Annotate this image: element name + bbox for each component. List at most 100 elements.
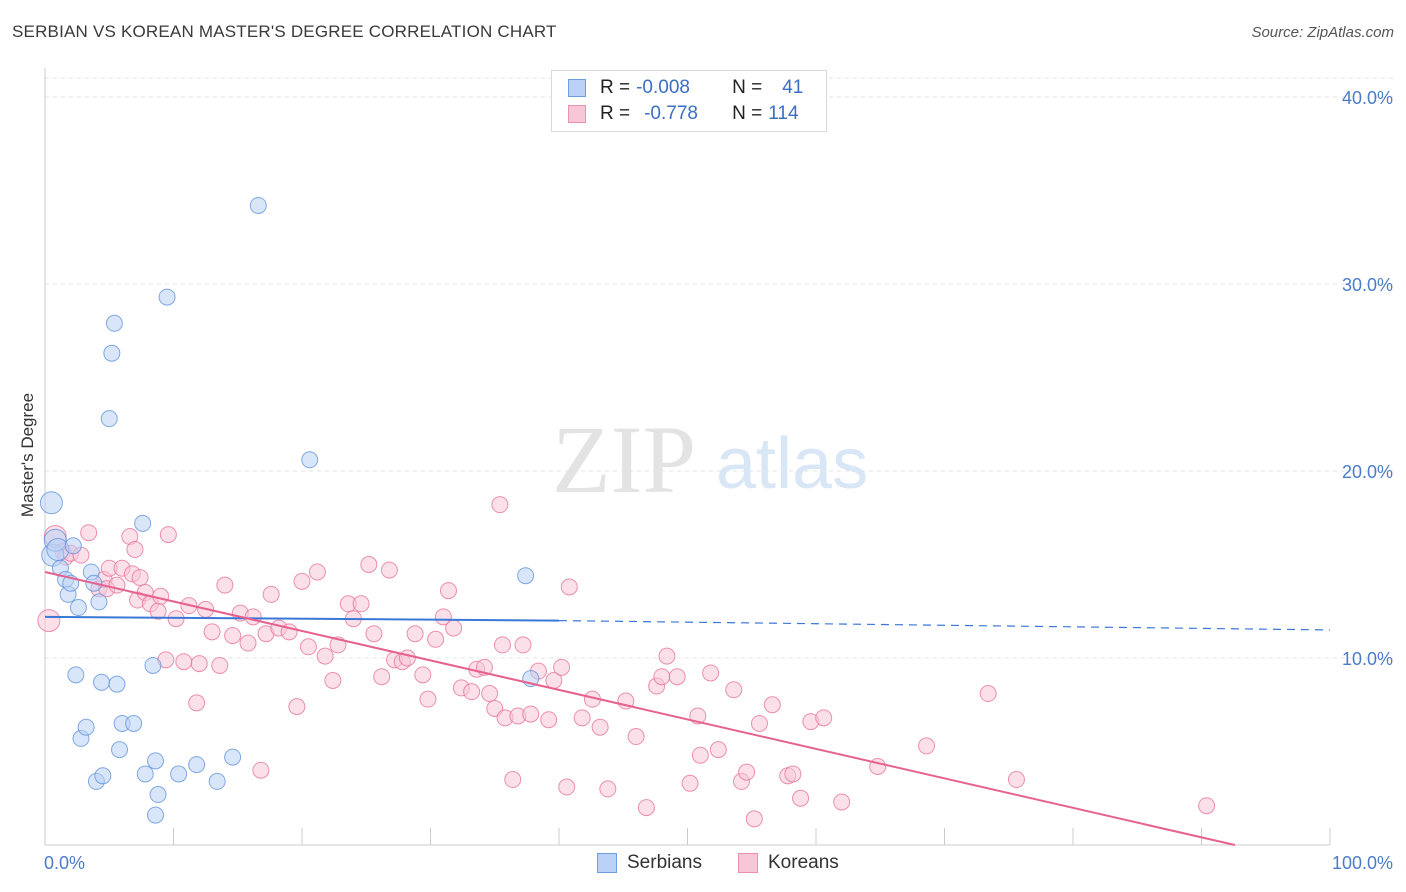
korean-point-77 [514, 636, 532, 654]
korean-point-17 [131, 569, 149, 587]
serbian-point-29 [144, 656, 162, 674]
serbian-point-19 [100, 410, 118, 428]
korean-point-15 [126, 541, 144, 559]
watermark: ZIP atlas [552, 406, 868, 513]
y-tick-label-20: 20.0% [1342, 462, 1393, 482]
korean-point-32 [216, 576, 234, 594]
korean-point-43 [293, 572, 311, 590]
x-tick-label-max: 100.0% [1332, 853, 1393, 873]
legend-row-koreans: R = -0.778 N = 114 [568, 101, 799, 127]
korean-point-99 [702, 664, 720, 682]
watermark-atlas: atlas [716, 424, 868, 504]
korean-point-103 [738, 763, 756, 781]
serbian-point-31 [149, 786, 167, 804]
y-tick-label-10: 10.0% [1342, 649, 1393, 669]
korean-point-90 [627, 728, 645, 746]
serbian-point-35 [208, 772, 226, 790]
x-tick-label-min: 0.0% [44, 853, 85, 873]
legend-swatch-koreans [738, 853, 758, 873]
korean-point-106 [763, 696, 781, 714]
korean-point-23 [159, 526, 177, 544]
korean-point-108 [784, 765, 802, 783]
n-label: N = [732, 103, 763, 124]
korean-point-33 [224, 627, 242, 645]
korean-point-45 [308, 563, 326, 581]
korean-point-25 [175, 653, 193, 671]
serbian-point-26 [134, 514, 152, 532]
korean-point-82 [553, 658, 571, 676]
korean-point-115 [979, 685, 997, 703]
korean-point-44 [299, 638, 317, 656]
korean-point-0 [37, 609, 61, 633]
serbian-point-10 [69, 599, 87, 617]
korean-point-36 [244, 608, 262, 626]
korean-point-52 [360, 556, 378, 573]
serbian-point-27 [136, 765, 154, 783]
serbian-point-36 [224, 748, 242, 766]
r-value: -0.778 [644, 103, 698, 124]
n-label: N = [732, 77, 763, 98]
korean-point-61 [419, 690, 437, 708]
korean-point-39 [262, 585, 280, 603]
legend-swatch-serbians [597, 853, 617, 873]
serbian-point-20 [103, 344, 121, 362]
n-value: 114 [768, 103, 799, 124]
serbian-point-22 [108, 675, 126, 693]
korean-point-70 [481, 685, 499, 703]
korean-point-30 [203, 623, 221, 641]
grid-lines [45, 77, 1395, 659]
korean-point-55 [380, 561, 398, 579]
korean-point-95 [668, 668, 686, 686]
korean-point-67 [463, 683, 481, 701]
serbian-point-39 [517, 567, 535, 585]
y-tick-label-40: 40.0% [1342, 88, 1393, 108]
tick-labels: 10.0% 20.0% 30.0% 40.0% 0.0% 100.0% [44, 88, 1393, 873]
korean-point-104 [745, 810, 763, 828]
trend-lines [44, 571, 1331, 846]
r-label: R = [600, 77, 631, 98]
serbian-point-16 [90, 593, 108, 611]
n-value: 41 [782, 77, 804, 98]
korean-point-88 [599, 780, 617, 798]
serbian-point-28 [147, 806, 165, 824]
serbian-point-37 [249, 196, 267, 214]
korean-point-100 [709, 741, 727, 759]
series-legend: Serbians Koreans [0, 852, 1406, 878]
korean-point-73 [491, 496, 509, 514]
korean-point-42 [288, 698, 306, 716]
korean-point-65 [445, 619, 463, 637]
korean-point-80 [540, 711, 558, 729]
legend-label-serbians: Serbians [627, 852, 702, 873]
korean-point-94 [658, 647, 676, 665]
korean-point-84 [560, 578, 578, 596]
chart-title: SERBIAN VS KOREAN MASTER'S DEGREE CORREL… [12, 22, 557, 41]
korean-point-98 [691, 746, 709, 764]
korean-point-53 [365, 625, 383, 643]
r-value: -0.008 [636, 77, 690, 98]
korean-point-54 [373, 668, 391, 686]
korean-point-111 [815, 709, 833, 727]
serbian-point-25 [125, 714, 143, 732]
serbian-point-38 [301, 451, 319, 469]
legend-label-koreans: Koreans [768, 852, 839, 873]
legend-item-koreans: Koreans [738, 852, 839, 874]
korean-trend-line [44, 571, 1236, 846]
korean-point-87 [591, 718, 609, 736]
serbian-point-34 [188, 756, 206, 774]
korean-point-93 [653, 668, 671, 686]
korean-point-96 [681, 774, 699, 792]
korean-point-51 [352, 595, 370, 613]
serbian-point-0 [39, 491, 63, 515]
serbian-point-9 [67, 666, 85, 684]
korean-point-101 [725, 681, 743, 699]
stats-legend: R = -0.008 N = 41 R = -0.778 N = 114 [551, 70, 827, 132]
y-tick-label-30: 30.0% [1342, 275, 1393, 295]
serbian-point-12 [77, 718, 95, 736]
r-label: R = [600, 103, 631, 124]
serbian-point-23 [111, 741, 129, 759]
korean-point-60 [414, 666, 432, 684]
serbian-point-21 [105, 314, 123, 332]
korean-point-63 [434, 608, 452, 626]
korean-point-62 [427, 630, 445, 648]
